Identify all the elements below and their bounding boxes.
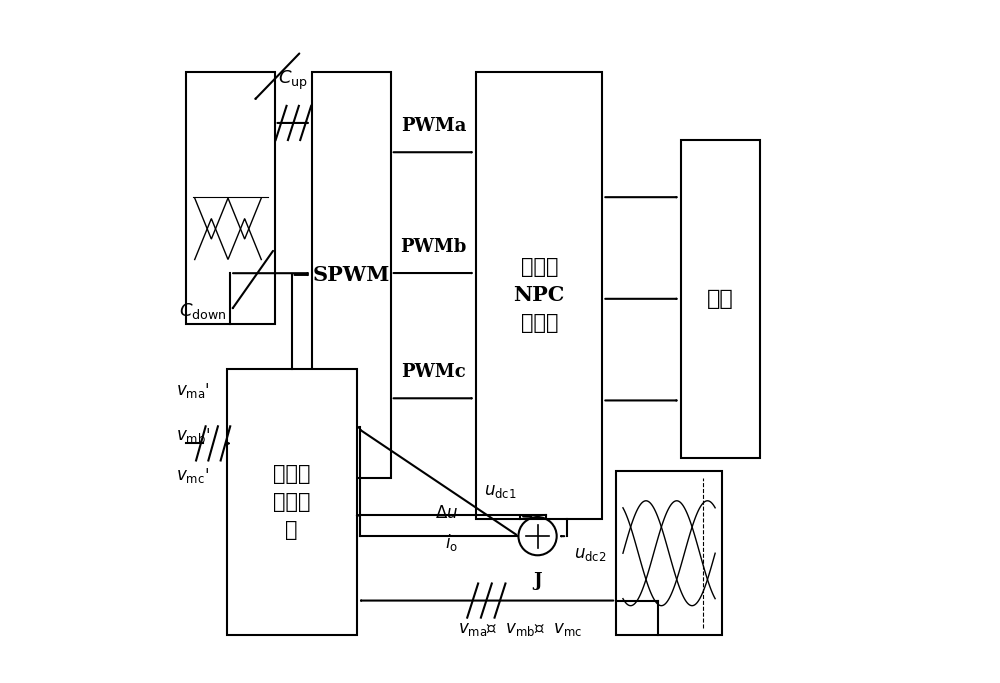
Text: 中点电
位调节
器: 中点电 位调节 器 bbox=[273, 464, 310, 540]
FancyBboxPatch shape bbox=[312, 72, 391, 478]
Text: 三电平
NPC
逆变器: 三电平 NPC 逆变器 bbox=[514, 257, 565, 333]
Text: $i_{\mathrm{o}}$: $i_{\mathrm{o}}$ bbox=[445, 533, 458, 553]
Text: $C_{\mathrm{down}}$: $C_{\mathrm{down}}$ bbox=[179, 301, 227, 320]
Text: $v_{\mathrm{ma}}$、  $v_{\mathrm{mb}}$、  $v_{\mathrm{mc}}$: $v_{\mathrm{ma}}$、 $v_{\mathrm{mb}}$、 $v… bbox=[458, 621, 583, 638]
Text: 负载: 负载 bbox=[707, 288, 734, 310]
Text: $v_{\mathrm{mb}}$': $v_{\mathrm{mb}}$' bbox=[176, 426, 210, 445]
Text: PWMa: PWMa bbox=[401, 117, 466, 135]
Text: $v_{\mathrm{ma}}$': $v_{\mathrm{ma}}$' bbox=[176, 380, 209, 400]
Text: $u_{\mathrm{dc1}}$: $u_{\mathrm{dc1}}$ bbox=[484, 483, 517, 500]
FancyBboxPatch shape bbox=[616, 471, 722, 635]
Text: $v_{\mathrm{mc}}$': $v_{\mathrm{mc}}$' bbox=[176, 466, 209, 485]
FancyBboxPatch shape bbox=[227, 369, 357, 635]
Text: PWMb: PWMb bbox=[400, 238, 467, 256]
Text: $C_{\mathrm{up}}$: $C_{\mathrm{up}}$ bbox=[278, 69, 308, 92]
FancyBboxPatch shape bbox=[476, 72, 602, 519]
Text: PWMc: PWMc bbox=[401, 363, 466, 381]
Text: J: J bbox=[533, 572, 542, 590]
FancyBboxPatch shape bbox=[186, 72, 275, 324]
Text: SPWM: SPWM bbox=[313, 265, 390, 285]
FancyBboxPatch shape bbox=[681, 140, 760, 458]
Text: $u_{\mathrm{dc2}}$: $u_{\mathrm{dc2}}$ bbox=[574, 546, 606, 563]
Text: $\Delta u$: $\Delta u$ bbox=[435, 505, 459, 522]
